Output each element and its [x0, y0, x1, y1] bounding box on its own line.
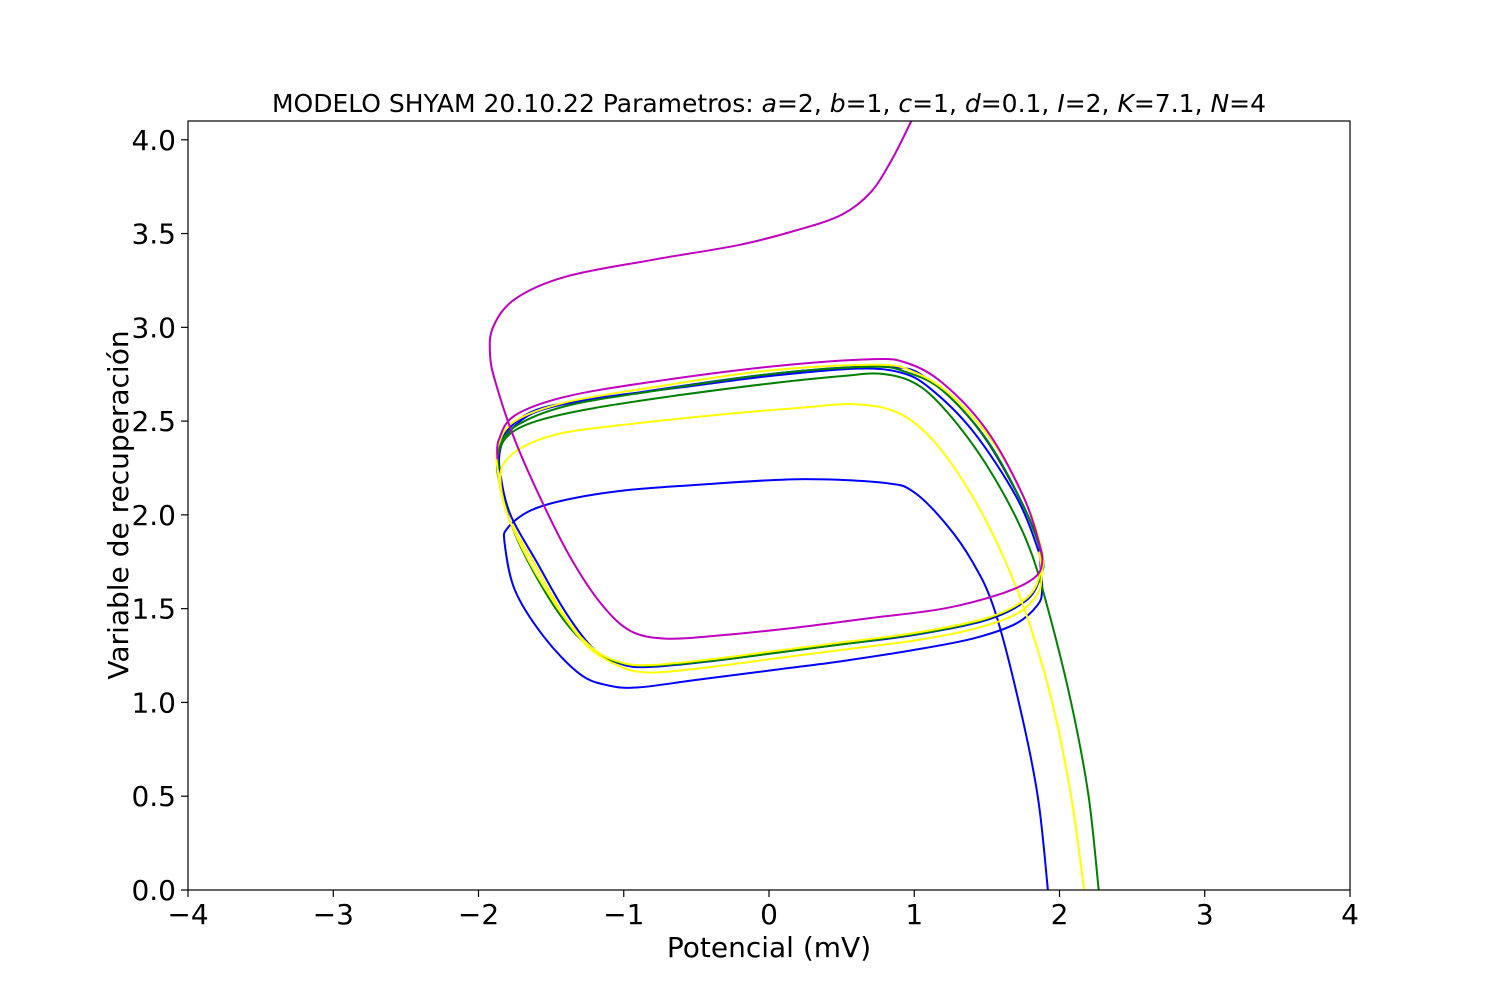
x-tick-label: 3 — [1196, 898, 1214, 931]
title-param-name: I — [1057, 89, 1064, 118]
x-tick-label: 0 — [760, 898, 778, 931]
title-param-value: =7.1, — [1134, 89, 1211, 118]
title-param-name: K — [1117, 89, 1136, 118]
title-param-value: =1, — [846, 89, 899, 118]
title-param-name: a — [762, 89, 777, 118]
y-tick-label: 2.5 — [131, 405, 176, 438]
y-tick-label: 1.5 — [131, 593, 176, 626]
x-tick-label: −1 — [603, 898, 644, 931]
x-tick-label: 1 — [905, 898, 923, 931]
y-axis-label: Variable de recuperación — [102, 330, 135, 679]
x-tick-label: −2 — [458, 898, 499, 931]
title-param-name: d — [965, 89, 981, 118]
title-param-value: =1, — [912, 89, 965, 118]
title-param-name: N — [1210, 89, 1229, 118]
y-tick-label: 2.0 — [131, 499, 176, 532]
chart-title-prefix: MODELO SHYAM 20.10.22 Parametros: — [272, 89, 762, 118]
y-tick-label: 0.0 — [131, 874, 176, 907]
title-param-name: c — [898, 89, 912, 118]
x-tick-label: −3 — [313, 898, 354, 931]
title-param-value: =0.1, — [981, 89, 1058, 118]
y-tick-label: 0.5 — [131, 780, 176, 813]
series-line-3 — [495, 363, 1086, 890]
x-axis-label: Potencial (mV) — [667, 931, 871, 964]
y-tick-label: 1.0 — [131, 686, 176, 719]
y-tick-label: 4.0 — [131, 124, 176, 157]
title-param-value: =2, — [777, 89, 830, 118]
y-tick-label: 3.0 — [131, 311, 176, 344]
x-tick-label: −4 — [167, 898, 208, 931]
chart-title: MODELO SHYAM 20.10.22 Parametros: a=2, b… — [272, 89, 1266, 118]
y-tick-label: 3.5 — [131, 218, 176, 251]
title-param-name: b — [830, 89, 846, 118]
title-param-value: =4 — [1229, 89, 1266, 118]
y-axis: 0.0 0.5 1.0 1.5 2.0 2.5 3.0 3.5 4.0 — [131, 124, 188, 907]
x-tick-label: 4 — [1341, 898, 1359, 931]
x-axis: −4 −3 −2 −1 0 1 2 3 4 — [167, 890, 1359, 931]
series-line-4 — [488, 121, 1044, 640]
series-layer — [488, 121, 1100, 890]
title-param-value: =2, — [1065, 89, 1118, 118]
x-tick-label: 2 — [1051, 898, 1069, 931]
